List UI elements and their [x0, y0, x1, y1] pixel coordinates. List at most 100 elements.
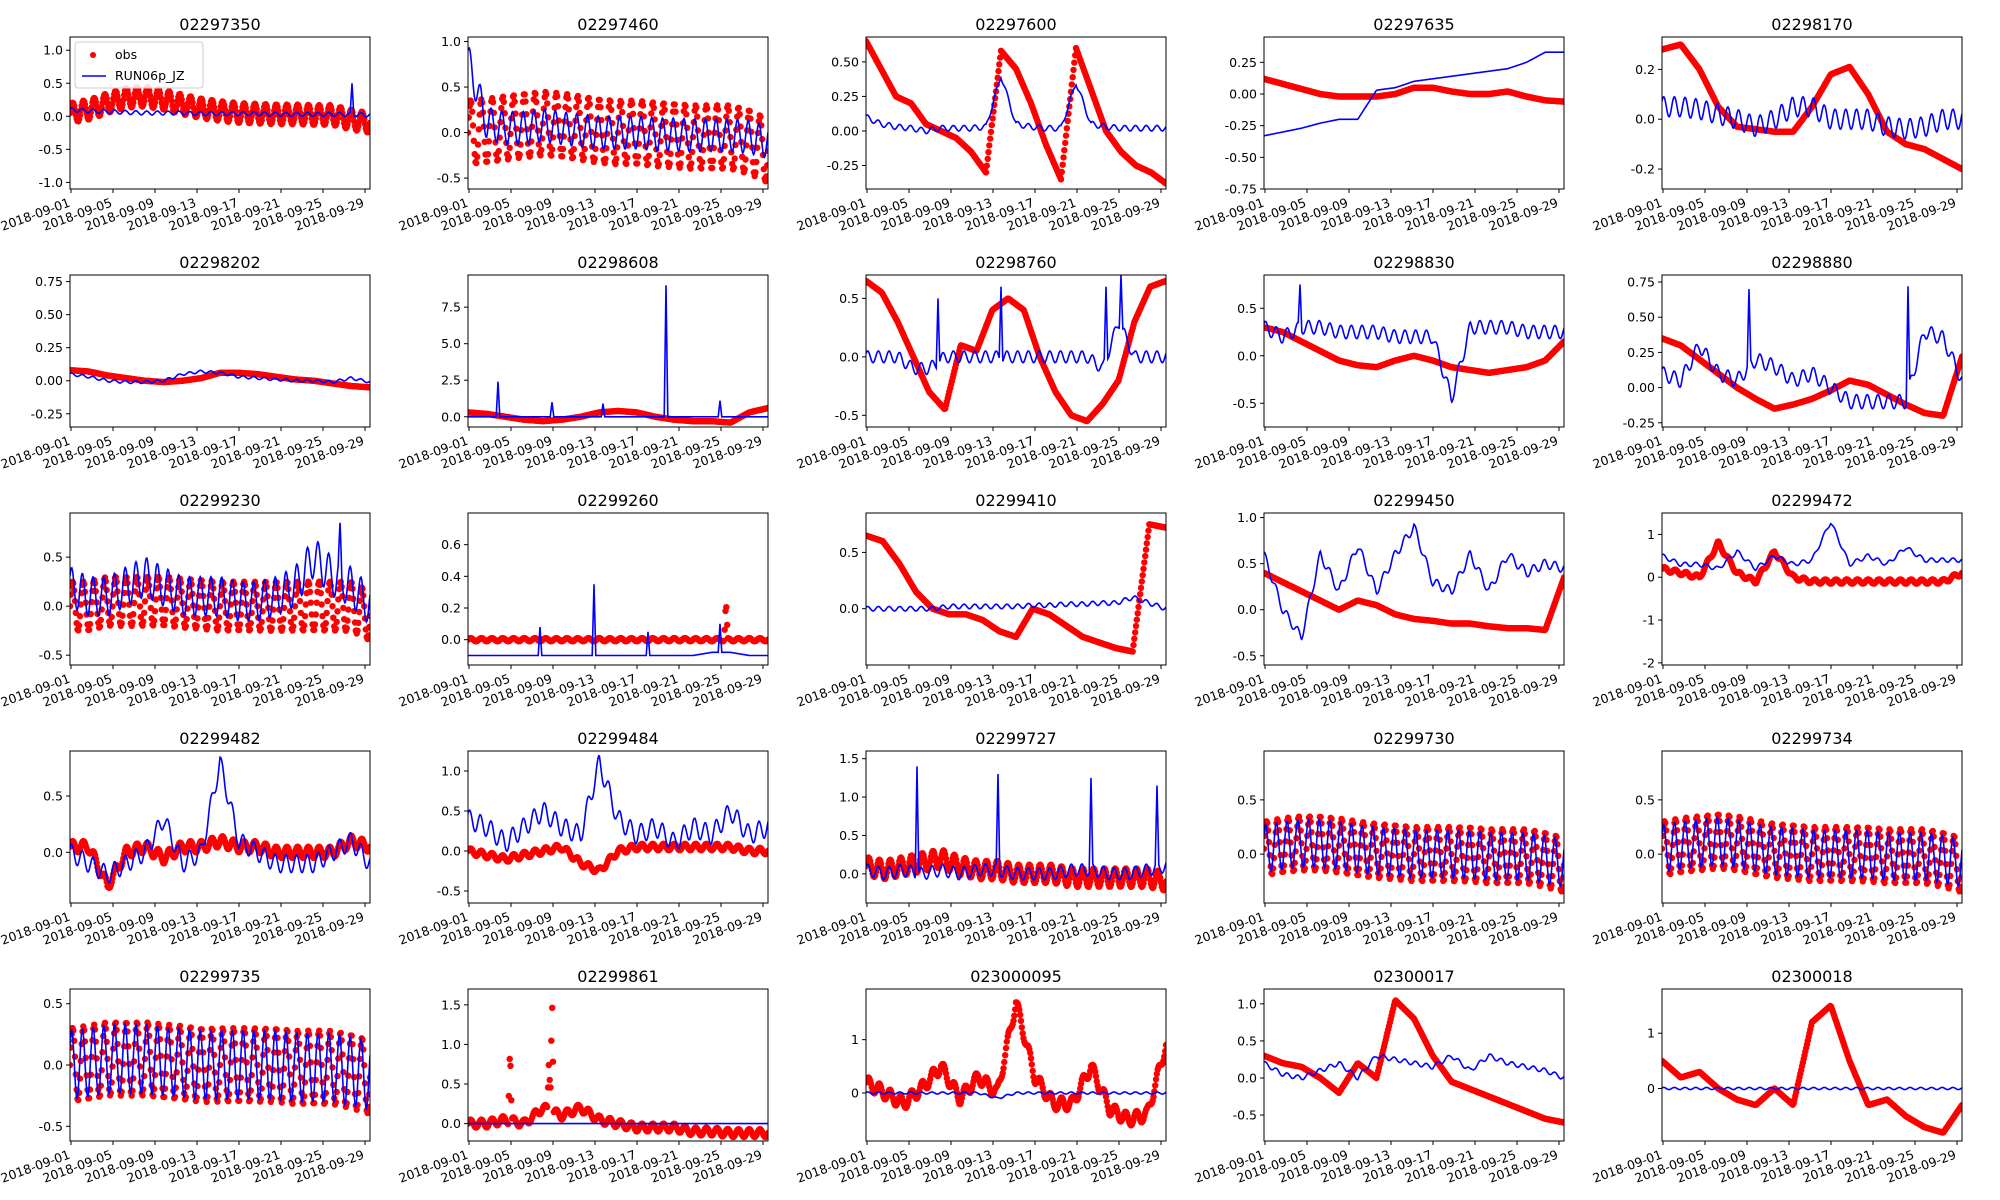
obs-point — [211, 104, 218, 111]
model-line — [70, 522, 370, 624]
obs-point — [671, 101, 678, 108]
obs-point — [986, 142, 993, 149]
obs-point — [130, 611, 137, 618]
subplot-title: 02299410 — [975, 491, 1056, 510]
axes-frame — [1661, 36, 1963, 190]
y-tick-label: -0.25 — [1225, 118, 1257, 133]
subplot-title: 02297350 — [179, 15, 260, 34]
obs-point — [365, 632, 370, 639]
obs-point — [243, 109, 250, 116]
obs-point — [339, 110, 346, 117]
obs-point — [714, 106, 722, 113]
subplot-02298202: 02298202-0.250.000.250.500.752018-09-012… — [0, 253, 371, 472]
obs-point — [301, 115, 309, 122]
y-tick-label: 0.25 — [1627, 345, 1655, 360]
obs-point — [1059, 161, 1066, 168]
obs-series — [468, 404, 768, 426]
obs-point — [108, 613, 115, 621]
subplot-title: 02299230 — [179, 491, 260, 510]
y-tick-label: -0.5 — [39, 142, 63, 157]
obs-point — [168, 97, 175, 105]
obs-point — [469, 108, 476, 115]
obs-point — [280, 616, 287, 623]
obs-point — [1057, 176, 1065, 183]
obs-point — [162, 606, 169, 614]
subplot-02299410: 022994100.00.52018-09-012018-09-052018-0… — [795, 491, 1167, 710]
obs-point — [324, 597, 331, 605]
obs-point — [1064, 117, 1071, 125]
obs-point — [216, 614, 223, 621]
y-tick-label: 0.75 — [35, 274, 63, 289]
subplot-title: 02298202 — [179, 253, 260, 272]
obs-point — [322, 620, 329, 627]
y-tick-label: 5.0 — [441, 336, 461, 351]
obs-point — [544, 100, 551, 107]
axes-frame — [69, 512, 371, 666]
axes-frame — [69, 36, 371, 190]
y-tick-label: 0.50 — [831, 54, 859, 69]
obs-point — [257, 625, 264, 633]
axes-frame — [467, 36, 769, 190]
obs-point — [247, 620, 254, 627]
obs-point — [178, 96, 185, 103]
obs-point — [987, 128, 995, 136]
obs-point — [281, 111, 288, 119]
obs-point — [741, 166, 748, 173]
model-line — [468, 285, 768, 418]
obs-point — [752, 169, 759, 176]
obs-point — [564, 95, 572, 102]
y-tick-label: -0.5 — [835, 408, 859, 423]
obs-point — [152, 596, 159, 603]
y-tick-label: 0.5 — [1237, 301, 1257, 316]
obs-point — [189, 99, 196, 106]
obs-series — [1662, 335, 1962, 419]
obs-point — [171, 622, 179, 629]
y-tick-label: -0.2 — [1631, 162, 1655, 177]
y-tick-label: 0.00 — [1229, 87, 1257, 102]
obs-point — [610, 149, 617, 156]
obs-point — [312, 115, 319, 122]
subplot-02299230: 02299230-0.50.00.52018-09-012018-09-0520… — [0, 491, 371, 710]
y-tick-label: 7.5 — [441, 300, 461, 315]
obs-point — [136, 91, 143, 98]
obs-point — [698, 165, 705, 172]
axes-frame — [467, 512, 769, 666]
y-tick-label: 1.0 — [441, 34, 461, 49]
obs-point — [1063, 125, 1071, 132]
obs-point — [323, 609, 330, 617]
obs-point — [141, 609, 148, 616]
obs-point — [332, 625, 339, 633]
obs-point — [983, 162, 990, 169]
obs-point — [119, 101, 126, 108]
obs-point — [641, 127, 648, 135]
y-tick-label: 0.2 — [441, 601, 461, 616]
legend-frame — [74, 41, 204, 89]
obs-point — [576, 109, 583, 117]
model-line — [468, 46, 768, 159]
obs-point — [580, 154, 587, 162]
obs-point — [215, 623, 222, 630]
obs-point — [279, 624, 286, 631]
obs-point — [221, 106, 229, 113]
obs-point — [982, 169, 990, 176]
obs-point — [548, 152, 555, 159]
obs-series — [866, 521, 1166, 655]
obs-point — [355, 619, 362, 627]
obs-point — [639, 102, 647, 109]
obs-point — [312, 611, 319, 618]
obs-point — [677, 160, 684, 167]
axes-frame — [865, 36, 1167, 190]
obs-point — [157, 94, 164, 102]
legend-model-label: RUN06p_JZ — [115, 68, 185, 83]
obs-point — [764, 636, 768, 643]
obs-series — [70, 367, 370, 391]
obs-point — [764, 162, 768, 169]
y-tick-label: 0.00 — [1627, 380, 1655, 395]
obs-point — [290, 623, 297, 630]
obs-point — [688, 160, 695, 167]
obs-point — [226, 622, 233, 629]
y-tick-label: 0.2 — [1635, 62, 1655, 77]
obs-point — [118, 620, 125, 627]
obs-point — [334, 608, 341, 615]
